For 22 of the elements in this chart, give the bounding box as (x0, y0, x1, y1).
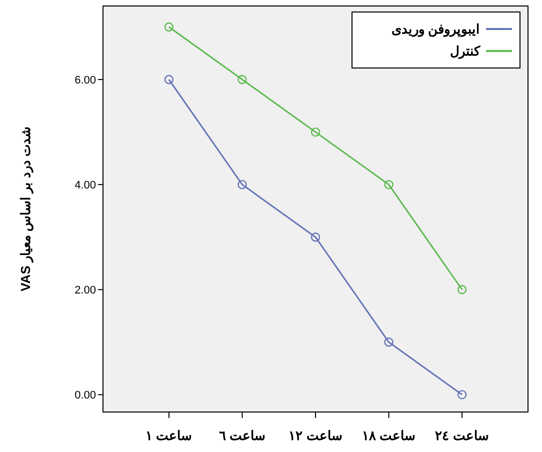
x-tick-label: ساعت ٢٤ (435, 428, 489, 443)
point (310, 127, 320, 137)
legend-label: ایبوپروفن وریدی (391, 22, 480, 38)
point (457, 285, 467, 294)
point (238, 74, 247, 84)
point (457, 390, 467, 400)
y-tick-label: 4.00 (74, 179, 96, 192)
point (238, 180, 247, 190)
x-tick-label: ساعت ١ (146, 428, 192, 443)
x-tick-label: ساعت ١٨ (362, 428, 416, 443)
point (164, 74, 174, 84)
y-tick-label: 0.00 (74, 390, 96, 402)
point (384, 338, 394, 347)
point (384, 180, 394, 190)
y-tick-label: 6.00 (74, 74, 96, 86)
y-tick-label: 2.00 (74, 284, 96, 296)
x-tick-label: ساعت ١٢ (288, 428, 342, 443)
point (310, 232, 320, 242)
legend-label: کنترل (450, 44, 481, 60)
x-tick-label: ساعت ٦ (218, 428, 266, 443)
y-axis-title: شدت درد بر اساس معیار VAS (18, 126, 34, 292)
point (164, 22, 174, 32)
